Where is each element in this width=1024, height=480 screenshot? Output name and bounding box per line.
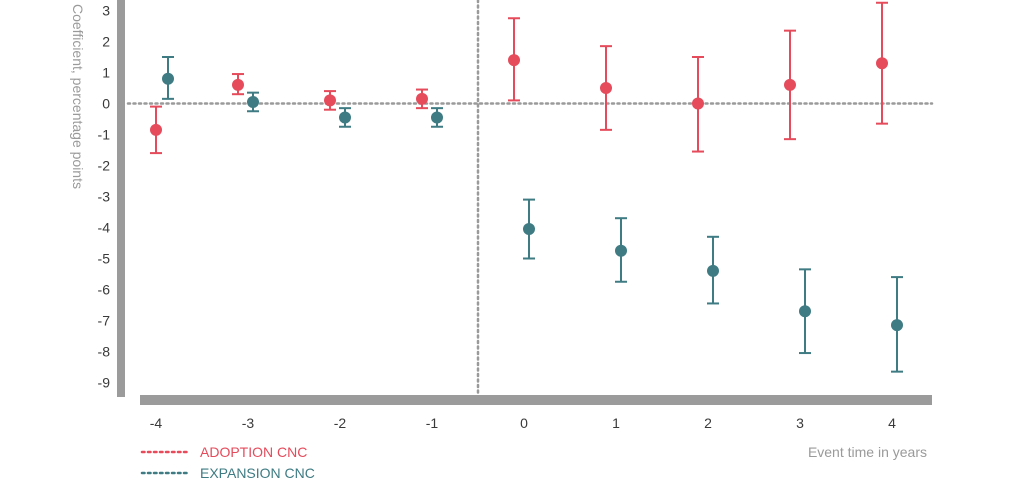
y-tick-label: -3 <box>98 189 111 205</box>
data-point <box>508 54 520 67</box>
data-point <box>162 72 174 85</box>
data-point <box>707 264 719 277</box>
x-tick-label: -4 <box>150 415 163 431</box>
x-tick-label: 3 <box>796 415 804 431</box>
x-tick-label: -2 <box>334 415 347 431</box>
x-tick-label: 2 <box>704 415 712 431</box>
reference-lines <box>126 0 934 397</box>
y-tick-label: -6 <box>98 282 111 298</box>
y-tick-label: -8 <box>98 344 111 360</box>
axes <box>117 0 932 405</box>
data-point <box>876 57 888 70</box>
y-tick-label: -2 <box>98 158 111 174</box>
data-point <box>799 305 811 318</box>
x-tick-label: -3 <box>242 415 255 431</box>
series-expansion <box>162 56 903 373</box>
data-point <box>891 319 903 332</box>
y-tick-label: 1 <box>102 65 110 81</box>
x-tick-label: -1 <box>426 415 439 431</box>
data-point <box>600 82 612 94</box>
y-tick-labels: 3 2 1 0 -1 -2 -3 -4 -5 -6 -7 -8 -9 <box>98 3 111 391</box>
data-point <box>523 223 535 236</box>
data-point <box>150 123 162 136</box>
data-point <box>232 78 244 91</box>
legend-item-expansion: EXPANSION CNC <box>140 465 315 480</box>
data-point <box>339 111 351 124</box>
y-tick-label: -1 <box>98 127 111 143</box>
legend-label-expansion: EXPANSION CNC <box>200 465 315 480</box>
y-tick-label: -9 <box>98 375 111 391</box>
legend-item-adoption: ADOPTION CNC <box>140 444 307 460</box>
data-point <box>615 244 627 257</box>
y-axis-bar <box>117 0 125 397</box>
series-adoption <box>150 1 888 155</box>
data-point <box>784 78 796 91</box>
x-tick-label: 4 <box>888 415 896 431</box>
data-point <box>324 94 336 107</box>
x-tick-label: 1 <box>612 415 620 431</box>
x-tick-labels: -4 -3 -2 -1 0 1 2 3 4 <box>150 415 896 431</box>
data-point <box>247 95 259 108</box>
y-axis-title: Coefficient, percentage points <box>70 4 86 189</box>
x-axis-bar <box>140 395 932 405</box>
y-tick-label: -7 <box>98 313 111 329</box>
x-tick-label: 0 <box>520 415 528 431</box>
x-axis-title: Event time in years <box>808 444 927 460</box>
legend-label-adoption: ADOPTION CNC <box>200 444 307 460</box>
y-tick-label: 0 <box>102 96 110 112</box>
y-tick-label: 2 <box>102 34 110 50</box>
legend: ADOPTION CNC EXPANSION CNC <box>140 444 315 480</box>
y-tick-label: 3 <box>102 3 110 19</box>
data-point <box>431 111 443 124</box>
data-series <box>150 1 903 373</box>
y-tick-label: -5 <box>98 251 111 267</box>
y-tick-label: -4 <box>98 220 111 236</box>
data-point <box>416 92 428 105</box>
data-point <box>692 97 704 110</box>
